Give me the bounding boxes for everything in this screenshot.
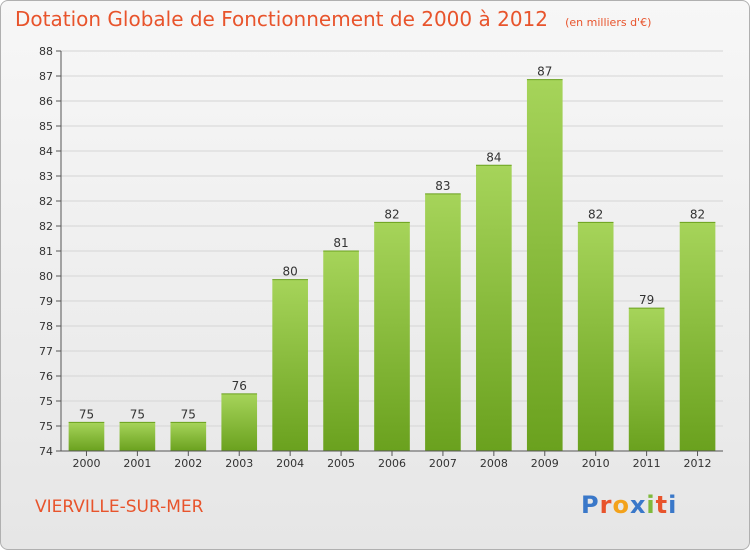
data-label: 82 [690,207,705,221]
y-tick-label: 81 [39,245,53,258]
bar-2008 [476,165,512,452]
logo-letter: r [599,491,613,519]
data-label: 82 [384,207,399,221]
y-tick-label: 74 [39,445,53,458]
x-tick-label: 2003 [225,457,253,470]
bar-2003 [221,393,258,451]
y-tick-label: 79 [39,295,53,308]
logo-letter: x [629,491,647,519]
logo-letter: t [655,491,669,519]
bar-2011 [628,308,665,451]
bar-2005 [323,251,359,451]
y-tick-label: 77 [39,345,53,358]
proxiti-logo: Proxiti [581,491,677,519]
bar-2004 [272,279,308,451]
x-tick-label: 2006 [378,457,406,470]
x-tick-label: 2005 [327,457,355,470]
place-name: VIERVILLE-SUR-MER [35,497,204,517]
x-tick-label: 2000 [72,457,100,470]
bar-2012 [679,222,716,451]
title-row: Dotation Globale de Fonctionnement de 20… [15,7,651,31]
x-tick-label: 2004 [276,457,304,470]
x-tick-label: 2001 [123,457,151,470]
chart-subtitle: (en milliers d'€) [565,16,652,29]
y-tick-label: 87 [39,70,53,83]
bar-2010 [577,222,614,451]
data-label: 84 [486,150,501,164]
logo-letter: i [668,491,678,519]
y-tick-label: 78 [39,320,53,333]
x-tick-label: 2010 [582,457,610,470]
x-tick-label: 2012 [684,457,712,470]
y-tick-label: 76 [39,370,53,383]
x-tick-label: 2011 [633,457,661,470]
bars-layer: 75 75 75 76 80 81 82 83 84 87 82 79 82 [68,65,716,452]
bar-2002 [170,422,207,451]
x-tick-label: 2002 [174,457,202,470]
data-label: 79 [639,293,654,307]
data-label: 87 [537,65,552,79]
data-label: 76 [232,379,247,393]
bar-2000 [68,422,105,451]
bar-2007 [425,193,461,451]
y-tick-label: 75 [39,420,53,433]
logo-letter: P [581,491,600,519]
y-tick-label: 84 [39,145,53,158]
y-tick-label: 75 [39,395,53,408]
chart-title: Dotation Globale de Fonctionnement de 20… [15,7,548,31]
data-label: 81 [333,236,348,250]
logo-letter: i [646,491,656,519]
data-label: 83 [435,179,450,193]
y-tick-label: 80 [39,270,53,283]
axis-layer: 74 75 75 76 77 78 79 80 81 82 82 83 84 85 86 87 88 2000 20… [39,45,723,470]
y-tick-label: 86 [39,95,53,108]
data-label: 82 [588,207,603,221]
data-label: 75 [130,407,145,421]
data-label: 75 [79,407,94,421]
y-tick-label: 88 [39,45,53,58]
y-tick-label: 82 [39,195,53,208]
bar-2009 [526,79,563,452]
x-tick-label: 2007 [429,457,457,470]
y-tick-label: 82 [39,220,53,233]
y-tick-label: 83 [39,170,53,183]
data-label: 75 [181,407,196,421]
bar-2006 [374,222,410,451]
x-tick-label: 2009 [531,457,559,470]
bar-2001 [119,422,156,451]
data-label: 80 [283,265,298,279]
logo-letter: o [612,491,630,519]
y-tick-label: 85 [39,120,53,133]
x-tick-label: 2008 [480,457,508,470]
